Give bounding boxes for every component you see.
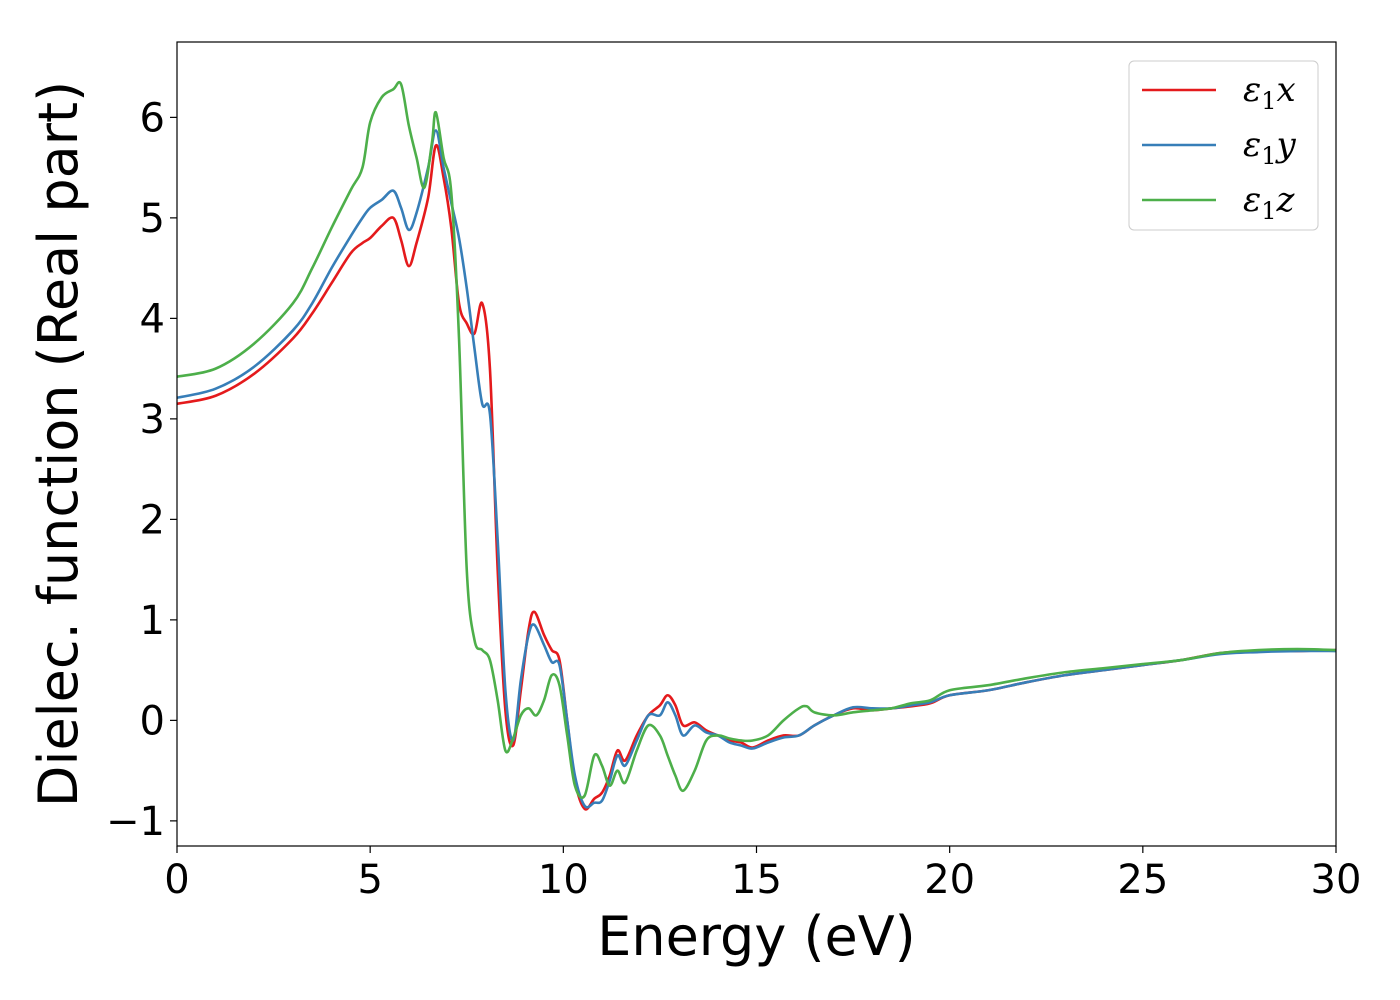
y-tick-label: 2 [140,497,165,543]
legend-label-y: ε1y [1243,125,1297,170]
x-tick-label: 0 [164,857,189,903]
series-line-y [177,129,1336,809]
legend: ε1x ε1y ε1z [1128,60,1319,231]
x-tick-label: 10 [538,857,589,903]
y-axis-ticks: −1 0 1 2 3 4 5 6 [106,95,177,845]
y-tick-label: 5 [140,196,165,242]
y-tick-label: 3 [140,397,165,443]
y-tick-label: 0 [140,698,165,744]
legend-box [1128,60,1319,231]
x-axis-ticks: 0 5 10 15 20 25 30 [164,846,1361,903]
legend-label-z: ε1z [1243,180,1296,225]
y-tick-label: 1 [140,598,165,644]
x-axis-label: Energy (eV) [597,905,916,968]
x-tick-label: 20 [924,857,975,903]
series-layer [177,80,1336,811]
series-line-z [177,80,1336,799]
y-tick-label: −1 [106,799,165,845]
legend-label-x: ε1x [1243,70,1296,115]
y-axis-label: Dielec. function (Real part) [27,81,90,807]
y-tick-label: 6 [140,95,165,141]
x-tick-label: 30 [1311,857,1362,903]
x-tick-label: 15 [731,857,782,903]
series-line-x [177,144,1336,811]
x-tick-label: 5 [357,857,382,903]
y-tick-label: 4 [140,296,165,342]
x-tick-label: 25 [1117,857,1168,903]
